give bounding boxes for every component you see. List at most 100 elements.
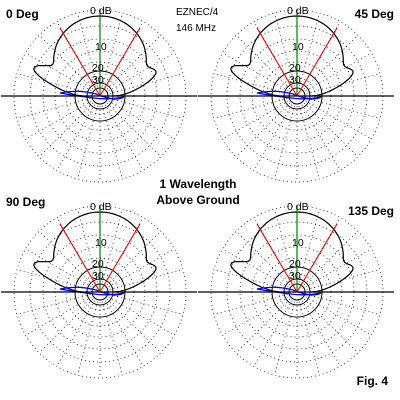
db-label-20: 20 bbox=[92, 62, 104, 74]
grid-spoke bbox=[222, 100, 289, 140]
low-angle-lobe bbox=[59, 90, 125, 100]
grid-spoke bbox=[253, 300, 293, 367]
panel-label-90-deg: 90 Deg bbox=[6, 195, 45, 209]
grid-spoke bbox=[108, 100, 175, 140]
grid-spoke bbox=[299, 301, 320, 376]
grid-spoke bbox=[77, 301, 98, 376]
grid-spoke bbox=[109, 73, 184, 94]
grid-spoke bbox=[77, 208, 98, 283]
grid-spoke bbox=[305, 296, 372, 336]
db-label-20: 20 bbox=[289, 258, 301, 270]
grid-spoke bbox=[299, 12, 320, 87]
panel-label-135-deg: 135 Deg bbox=[348, 204, 394, 218]
center-title-line2: Above Ground bbox=[156, 193, 239, 207]
frequency-label: 146 MHz bbox=[176, 23, 216, 34]
db-label-30: 30 bbox=[92, 270, 104, 282]
grid-spoke bbox=[106, 230, 162, 286]
grid-spoke bbox=[25, 52, 92, 92]
grid-spoke bbox=[106, 298, 162, 354]
polar-plot-135-deg: 0 dB 10 20 30 bbox=[198, 201, 394, 379]
grid-spoke bbox=[102, 105, 123, 180]
grid-spoke bbox=[235, 34, 291, 90]
grid-spoke bbox=[301, 300, 341, 367]
grid-spoke bbox=[104, 104, 144, 171]
grid-spoke bbox=[108, 248, 175, 288]
grid-spoke bbox=[108, 52, 175, 92]
grid-spoke bbox=[222, 52, 289, 92]
grid-spoke bbox=[222, 248, 289, 288]
low-angle-lobe bbox=[59, 286, 125, 296]
low-angle-lobe bbox=[256, 90, 322, 100]
db-label-20: 20 bbox=[289, 62, 301, 74]
beamwidth-line-right bbox=[99, 223, 141, 293]
beamwidth-line-left bbox=[256, 223, 298, 293]
grid-spoke bbox=[38, 34, 94, 90]
grid-spoke bbox=[299, 208, 320, 283]
grid-spoke bbox=[106, 102, 162, 158]
grid-spoke bbox=[25, 248, 92, 288]
db-label-30: 30 bbox=[289, 74, 301, 86]
beamwidth-line-left bbox=[256, 27, 298, 97]
db-label-0: 0 dB bbox=[90, 201, 112, 213]
grid-spoke bbox=[299, 105, 320, 180]
grid-spoke bbox=[16, 294, 91, 315]
db-label-10: 10 bbox=[292, 41, 304, 53]
figure-caption: Fig. 4 bbox=[357, 374, 389, 388]
grid-spoke bbox=[305, 100, 372, 140]
db-label-0: 0 dB bbox=[287, 201, 309, 213]
grid-spoke bbox=[235, 102, 291, 158]
beamwidth-line-left bbox=[59, 223, 101, 293]
grid-spoke bbox=[38, 298, 94, 354]
grid-spoke bbox=[301, 104, 341, 171]
grid-spoke bbox=[213, 98, 288, 119]
panel-label-45-deg: 45 Deg bbox=[355, 7, 394, 21]
grid-spoke bbox=[235, 230, 291, 286]
beamwidth-line-right bbox=[99, 27, 141, 97]
grid-spoke bbox=[108, 296, 175, 336]
grid-spoke bbox=[77, 12, 98, 87]
grid-spoke bbox=[16, 98, 91, 119]
db-label-0: 0 dB bbox=[90, 5, 112, 17]
grid-spoke bbox=[306, 294, 381, 315]
db-label-0: 0 dB bbox=[287, 5, 309, 17]
grid-spoke bbox=[306, 73, 381, 94]
grid-spoke bbox=[104, 300, 144, 367]
grid-spoke bbox=[38, 230, 94, 286]
grid-spoke bbox=[274, 12, 295, 87]
grid-spoke bbox=[306, 269, 381, 290]
grid-spoke bbox=[56, 104, 96, 171]
db-label-30: 30 bbox=[92, 74, 104, 86]
grid-spoke bbox=[305, 248, 372, 288]
grid-spoke bbox=[102, 12, 123, 87]
beamwidth-line-right bbox=[296, 223, 338, 293]
low-angle-lobe bbox=[256, 286, 322, 296]
grid-spoke bbox=[56, 300, 96, 367]
db-label-20: 20 bbox=[92, 258, 104, 270]
grid-spoke bbox=[16, 73, 91, 94]
grid-spoke bbox=[213, 294, 288, 315]
grid-spoke bbox=[213, 73, 288, 94]
center-title-line1: 1 Wavelength bbox=[160, 177, 237, 191]
grid-spoke bbox=[235, 298, 291, 354]
polar-plot-45-deg: 0 dB 10 20 30 bbox=[198, 5, 394, 183]
grid-spoke bbox=[274, 301, 295, 376]
beamwidth-line-left bbox=[59, 27, 101, 97]
grid-spoke bbox=[77, 105, 98, 180]
grid-spoke bbox=[306, 98, 381, 119]
grid-spoke bbox=[38, 102, 94, 158]
grid-spoke bbox=[274, 105, 295, 180]
polar-plot-0-deg: 0 dB 10 20 30 bbox=[1, 5, 197, 183]
grid-spoke bbox=[303, 102, 359, 158]
grid-spoke bbox=[16, 269, 91, 290]
db-label-10: 10 bbox=[95, 237, 107, 249]
db-label-10: 10 bbox=[292, 237, 304, 249]
grid-spoke bbox=[102, 208, 123, 283]
grid-spoke bbox=[213, 269, 288, 290]
grid-spoke bbox=[102, 301, 123, 376]
grid-spoke bbox=[109, 294, 184, 315]
grid-spoke bbox=[274, 208, 295, 283]
grid-spoke bbox=[109, 269, 184, 290]
polar-plot-90-deg: 0 dB 10 20 30 bbox=[1, 201, 197, 379]
panel-label-0-deg: 0 Deg bbox=[6, 7, 39, 21]
